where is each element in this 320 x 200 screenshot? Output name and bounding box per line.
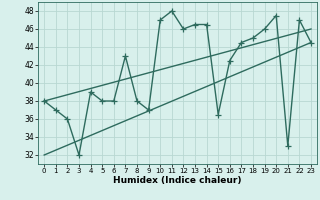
X-axis label: Humidex (Indice chaleur): Humidex (Indice chaleur) — [113, 176, 242, 185]
